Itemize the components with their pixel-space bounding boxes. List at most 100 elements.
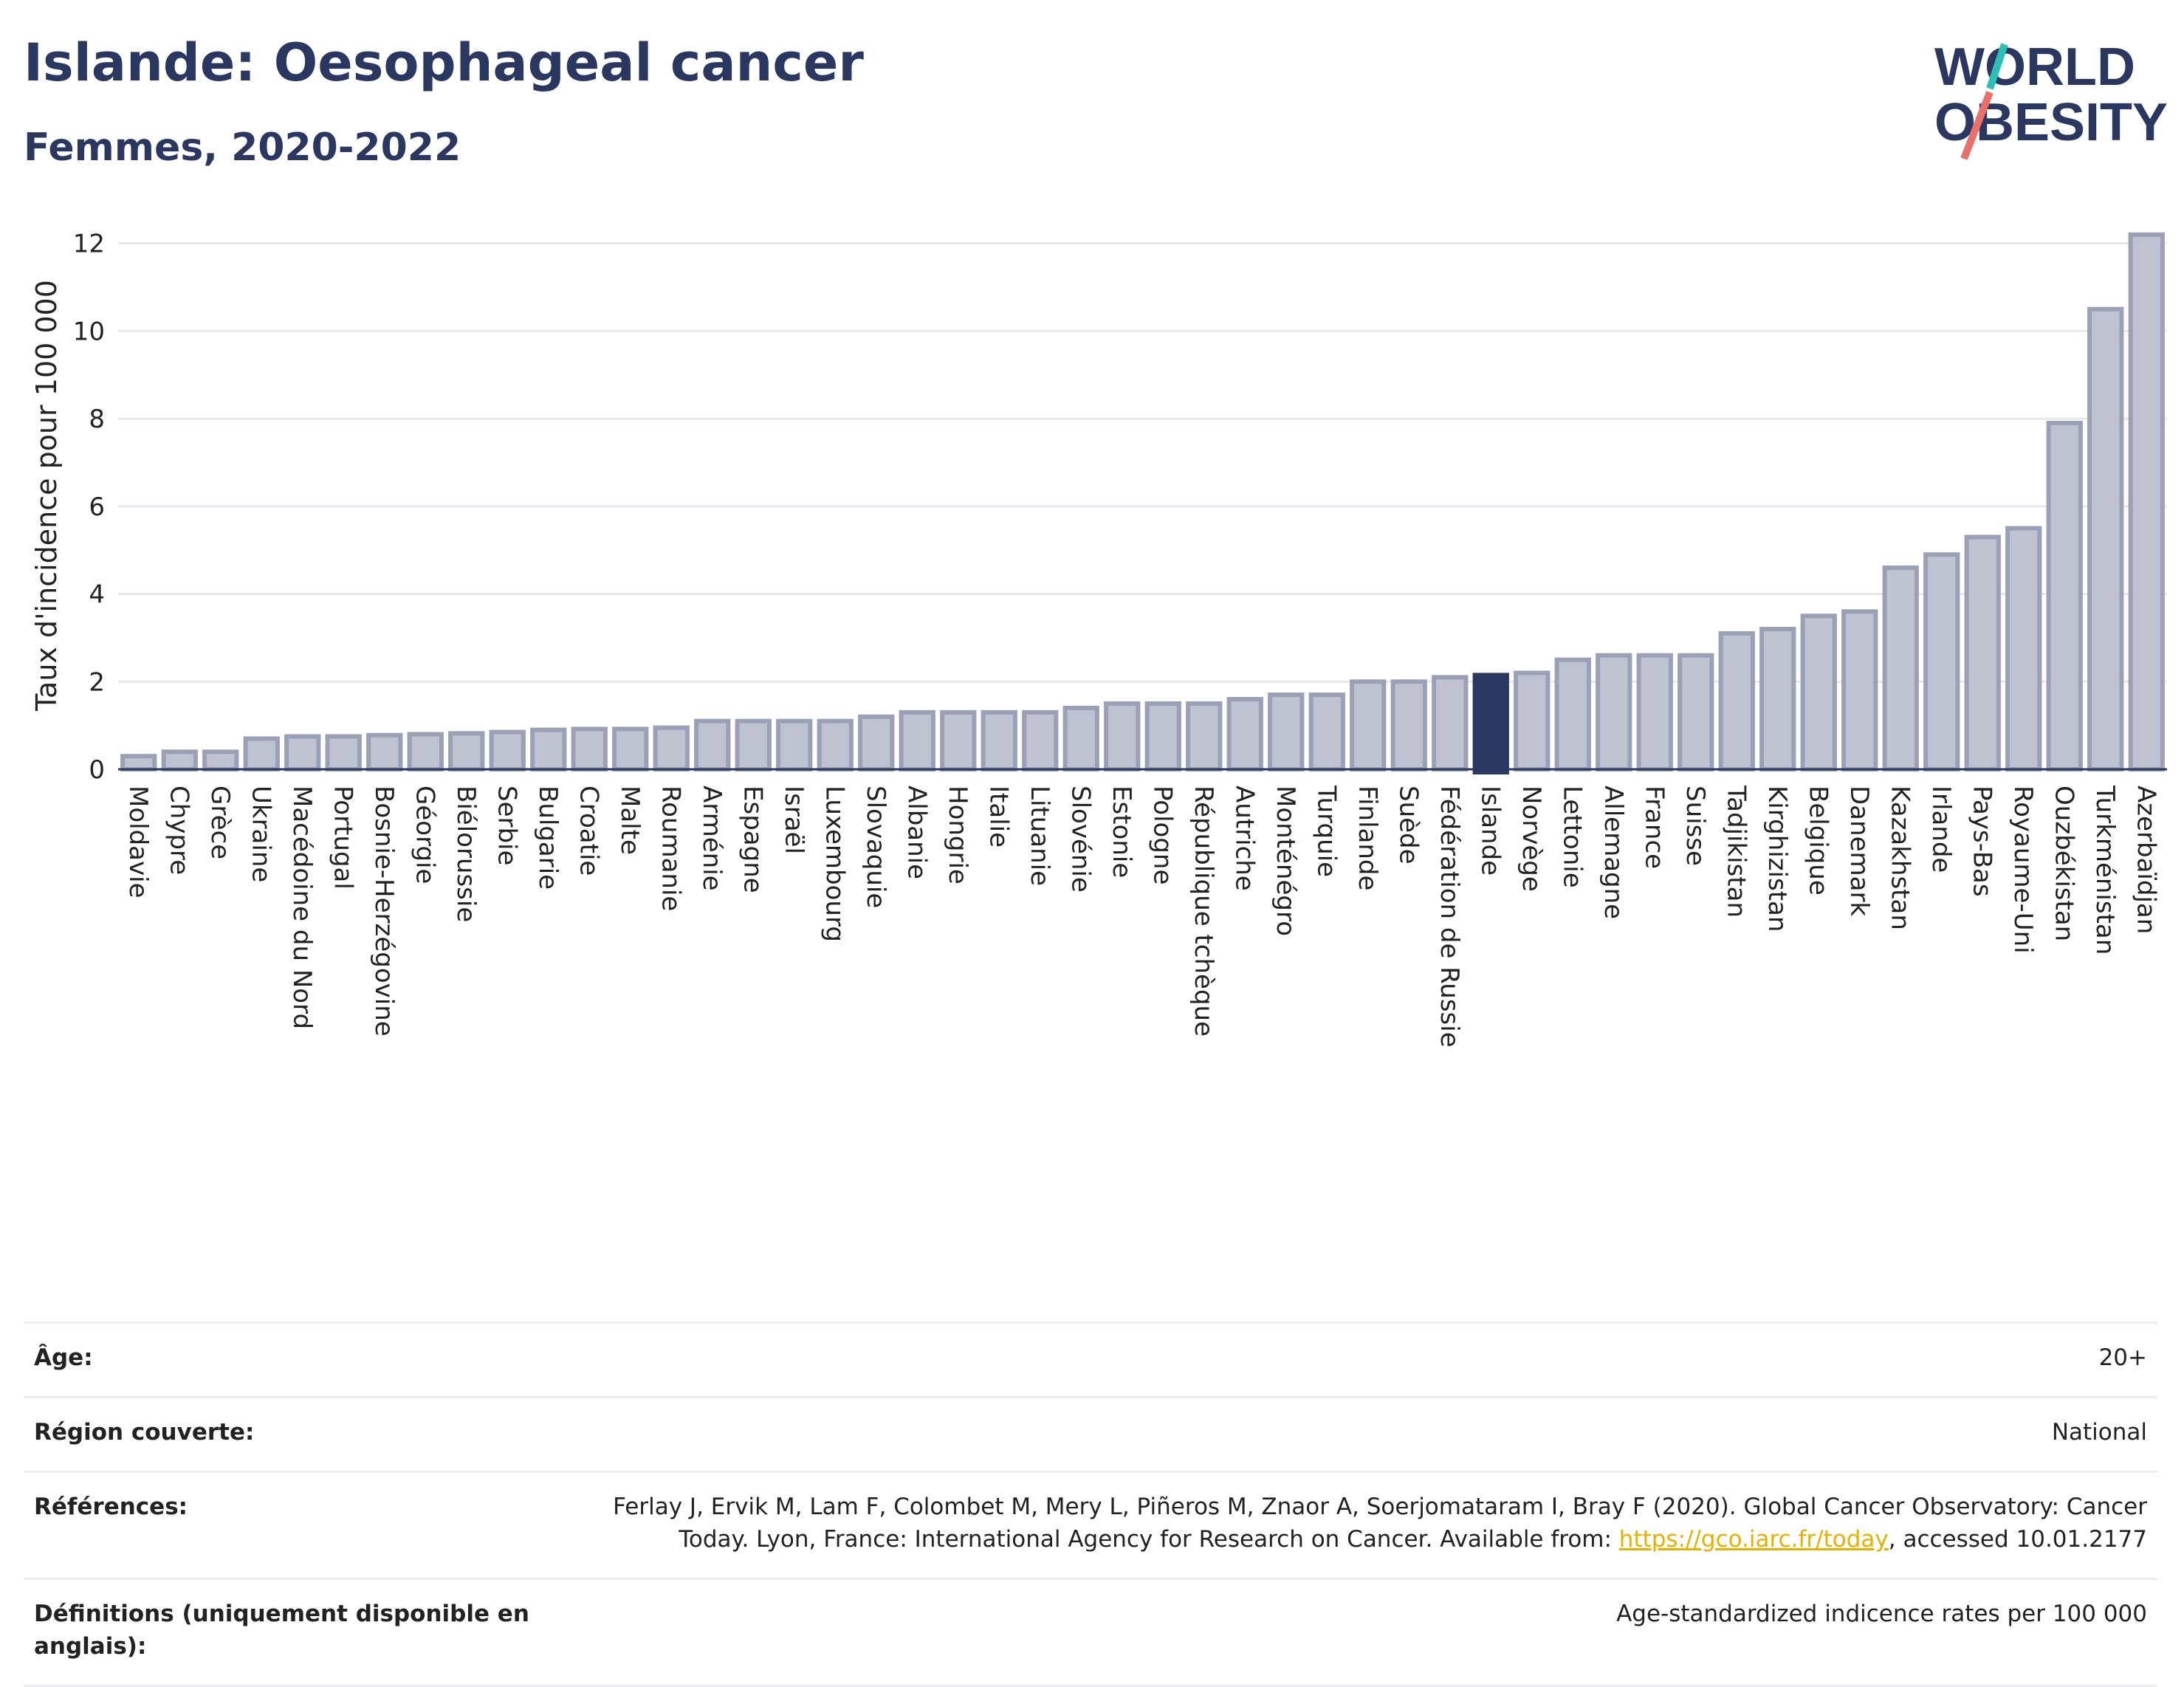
bar[interactable] — [1390, 679, 1427, 772]
bar[interactable] — [1554, 657, 1591, 772]
bar[interactable] — [1923, 552, 1960, 772]
x-tick-label: Estonie — [1107, 786, 1136, 878]
x-tick-label: Fédération de Russie — [1435, 786, 1464, 1048]
bar[interactable] — [694, 718, 731, 772]
bar[interactable] — [899, 709, 935, 772]
bar[interactable] — [1759, 627, 1796, 772]
x-tick-label: Ukraine — [246, 786, 275, 882]
x-tick-label: Danemark — [1844, 786, 1874, 916]
x-tick-label: Pologne — [1147, 786, 1177, 884]
x-tick-label: Moldavie — [123, 786, 153, 899]
bar[interactable] — [1186, 701, 1223, 772]
x-tick-label: Autriche — [1229, 786, 1259, 891]
bar[interactable] — [1308, 693, 1345, 772]
bar[interactable] — [981, 709, 1017, 772]
bar[interactable] — [776, 718, 813, 772]
x-tick-label: Ouzbékistan — [2049, 786, 2078, 941]
bar[interactable] — [1718, 631, 1755, 772]
y-tick-label: 0 — [89, 755, 105, 785]
bar[interactable] — [1104, 701, 1141, 772]
x-tick-label: Turkménistan — [2090, 785, 2120, 955]
info-row-age: Âge: 20+ — [24, 1322, 2157, 1396]
bar[interactable] — [1800, 614, 1837, 772]
bar[interactable] — [325, 734, 362, 772]
y-tick-label: 12 — [73, 230, 105, 259]
bar[interactable] — [2128, 232, 2165, 772]
bar[interactable] — [940, 709, 977, 772]
references-label: Références: — [34, 1494, 188, 1520]
bar[interactable] — [735, 718, 772, 772]
x-tick-label: Espagne — [738, 786, 767, 893]
bar[interactable] — [407, 732, 444, 772]
x-tick-label: Royaume-Uni — [2008, 786, 2038, 954]
bar[interactable] — [1062, 705, 1099, 772]
bar[interactable] — [2005, 526, 2042, 772]
y-tick-label: 6 — [89, 492, 105, 522]
logo-teal-slash — [1986, 43, 2008, 90]
x-tick-label: Bulgarie — [533, 786, 563, 890]
bar[interactable] — [366, 732, 403, 772]
definitions-label: Définitions (uniquement disponible en an… — [34, 1601, 529, 1660]
bar[interactable] — [1636, 653, 1673, 772]
x-tick-label: Azerbaïdjan — [2131, 786, 2160, 934]
bar[interactable] — [1882, 565, 1919, 772]
bar[interactable] — [202, 749, 239, 772]
references-text: Ferlay J, Ervik M, Lam F, Colombet M, Me… — [613, 1494, 2147, 1553]
bar-chart: 0 2 4 6 8 10 12 Moldavie Chypre Grèce Ukraine Macé… — [30, 230, 2167, 1048]
x-tick-label: Belgique — [1803, 786, 1833, 896]
bar[interactable] — [1268, 693, 1305, 772]
bar[interactable] — [448, 731, 485, 772]
x-tick-label: Tadjikistan — [1721, 785, 1751, 918]
bar[interactable] — [571, 726, 608, 772]
x-tick-label: Serbie — [492, 786, 521, 865]
bar[interactable] — [1964, 535, 2001, 772]
bar[interactable] — [284, 734, 321, 772]
bar[interactable] — [489, 729, 526, 772]
definitions-value: Age-standardized indicence rates per 100… — [1616, 1601, 2147, 1627]
logo-coral-slash — [1960, 91, 1994, 160]
x-tick-label: Israël — [779, 786, 808, 854]
x-tick-label: Allemagne — [1598, 786, 1628, 919]
bar[interactable] — [1432, 675, 1469, 772]
bar[interactable] — [120, 754, 157, 772]
bar[interactable] — [2046, 421, 2083, 772]
bar[interactable] — [161, 749, 198, 772]
x-tick-label: Albanie — [902, 786, 931, 879]
x-tick-label: Turquie — [1311, 785, 1341, 877]
references-link[interactable]: https://gco.iarc.fr/today — [1618, 1526, 1889, 1553]
page-subtitle: Femmes, 2020-2022 — [24, 126, 461, 170]
x-tick-label: Kazakhstan — [1885, 786, 1915, 930]
bar[interactable] — [858, 714, 895, 772]
x-tick-label: Luxembourg — [820, 786, 849, 942]
bar[interactable] — [1022, 709, 1059, 772]
bar[interactable] — [1226, 697, 1263, 772]
bar[interactable] — [1350, 679, 1387, 772]
world-obesity-logo: WORLD OBESITY — [1934, 38, 2168, 160]
bar[interactable] — [530, 727, 567, 772]
bar[interactable] — [2087, 306, 2124, 772]
bar[interactable] — [1514, 670, 1551, 772]
x-tick-label: Irlande — [1926, 786, 1956, 873]
x-tick-label: Bosnie-Herzégovine — [369, 786, 399, 1037]
x-tick-label: Géorgie — [410, 786, 439, 884]
bar[interactable] — [1144, 701, 1181, 772]
bar[interactable] — [1841, 609, 1878, 772]
bar[interactable] — [1596, 653, 1632, 772]
y-tick-labels: 0 2 4 6 8 10 12 — [73, 230, 105, 785]
x-tick-label: Pays-Bas — [1967, 786, 1996, 897]
x-tick-label: Slovaquie — [861, 786, 890, 908]
bar[interactable] — [243, 736, 280, 772]
info-row-region: Région couverte: National — [24, 1396, 2157, 1471]
bars — [120, 232, 2165, 774]
bar[interactable] — [653, 725, 690, 772]
bar[interactable] — [1472, 673, 1509, 774]
references-value: Ferlay J, Ervik M, Lam F, Colombet M, Me… — [597, 1491, 2147, 1556]
bar[interactable] — [612, 726, 649, 772]
bar[interactable] — [1678, 653, 1714, 772]
y-tick-label: 2 — [89, 667, 105, 697]
y-axis-label: Taux d'incidence pour 100 000 — [30, 280, 63, 712]
x-tick-label: Slovénie — [1065, 786, 1095, 893]
age-value: 20+ — [2098, 1344, 2147, 1371]
x-tick-label: Suède — [1393, 786, 1423, 865]
bar[interactable] — [817, 718, 854, 772]
